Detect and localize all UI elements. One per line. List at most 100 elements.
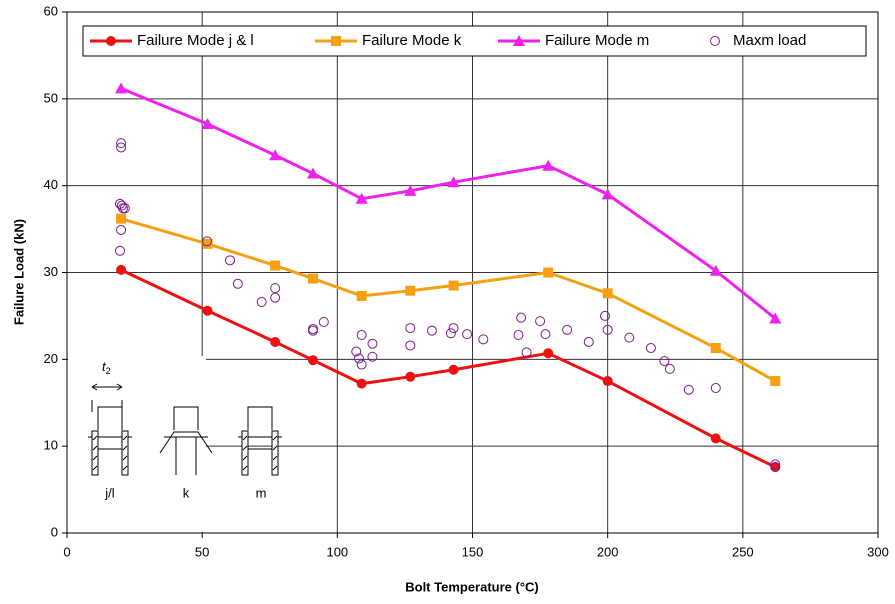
point — [478, 334, 489, 345]
point — [516, 312, 527, 323]
x-tick-label: 150 — [462, 544, 484, 559]
point — [116, 142, 127, 153]
point — [659, 356, 670, 367]
y-tick-label: 50 — [44, 90, 58, 105]
legend — [82, 25, 867, 57]
point — [356, 359, 367, 370]
point — [710, 343, 721, 354]
inset-sketch — [159, 431, 213, 475]
point — [232, 278, 243, 289]
inset-wall — [121, 430, 129, 476]
point — [116, 224, 127, 235]
point — [540, 329, 551, 340]
legend-marker — [513, 35, 525, 46]
point — [543, 267, 554, 278]
point — [270, 336, 281, 347]
point — [542, 159, 555, 171]
series-line — [120, 268, 776, 469]
y-tick-label: 30 — [44, 264, 58, 279]
point — [513, 330, 524, 341]
plot-frame — [66, 11, 879, 534]
point — [115, 82, 128, 94]
inset-label: m — [256, 485, 267, 500]
point — [308, 323, 319, 334]
point — [202, 236, 213, 247]
point — [367, 338, 378, 349]
point — [426, 325, 437, 336]
point — [562, 324, 573, 335]
point — [543, 348, 554, 359]
point — [769, 312, 782, 324]
legend-marker — [710, 36, 720, 46]
point — [356, 330, 367, 341]
inset-sketch — [97, 406, 123, 430]
y-tick-label: 40 — [44, 177, 58, 192]
x-tick-label: 100 — [326, 544, 348, 559]
point — [201, 118, 214, 130]
inset-label: j/l — [104, 485, 115, 500]
point — [770, 462, 781, 473]
inset: t2 j/l k m — [68, 356, 282, 532]
inset-sketch — [247, 406, 273, 430]
point — [353, 353, 364, 364]
legend-label: Failure Mode j & l — [137, 32, 254, 49]
point — [770, 376, 781, 387]
point — [116, 213, 127, 224]
point — [356, 290, 367, 301]
point — [445, 328, 456, 339]
point — [683, 384, 694, 395]
point — [448, 364, 459, 375]
point — [202, 238, 213, 249]
point — [270, 260, 281, 271]
point — [114, 245, 125, 256]
point — [583, 336, 594, 347]
point — [116, 138, 127, 149]
legend-label: Maxm load — [733, 32, 806, 49]
point — [270, 283, 281, 294]
inset-background — [68, 356, 206, 532]
point — [664, 363, 675, 374]
point — [270, 292, 281, 303]
point — [602, 376, 613, 387]
point — [710, 382, 721, 393]
y-tick-label: 10 — [44, 438, 58, 453]
y-tick-label: 20 — [44, 351, 58, 366]
inset-wall — [271, 430, 279, 476]
point — [448, 280, 459, 291]
inset-wall — [91, 430, 99, 476]
inset-label: k — [183, 485, 190, 500]
point — [405, 371, 416, 382]
point — [256, 297, 267, 308]
point — [447, 176, 460, 188]
legend-label: Failure Mode m — [545, 32, 649, 49]
point — [710, 433, 721, 444]
x-tick-label: 200 — [597, 544, 619, 559]
x-tick-label: 300 — [867, 544, 889, 559]
point — [521, 347, 532, 358]
point — [307, 167, 320, 179]
y-axis-title: Failure Load (kN) — [11, 219, 26, 325]
inset-dimension: t2 — [102, 359, 111, 376]
inset-sketch — [242, 435, 278, 471]
point — [602, 288, 613, 299]
legend-label: Failure Mode k — [362, 32, 462, 49]
point — [462, 329, 473, 340]
point — [308, 273, 319, 284]
point — [601, 188, 614, 200]
x-tick-label: 0 — [63, 544, 70, 559]
point — [116, 264, 127, 275]
point — [709, 264, 722, 276]
series-line — [120, 87, 777, 320]
point — [404, 184, 417, 196]
point — [119, 203, 130, 214]
point — [405, 323, 416, 334]
point — [448, 323, 459, 334]
point — [367, 351, 378, 362]
point — [269, 149, 282, 161]
point — [308, 355, 319, 366]
point — [645, 343, 656, 354]
point — [405, 340, 416, 351]
x-tick-label: 250 — [732, 544, 754, 559]
point — [355, 192, 368, 204]
